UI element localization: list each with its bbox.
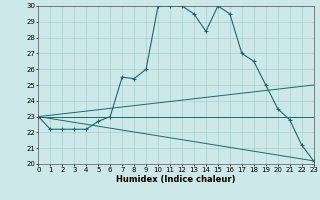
X-axis label: Humidex (Indice chaleur): Humidex (Indice chaleur): [116, 175, 236, 184]
